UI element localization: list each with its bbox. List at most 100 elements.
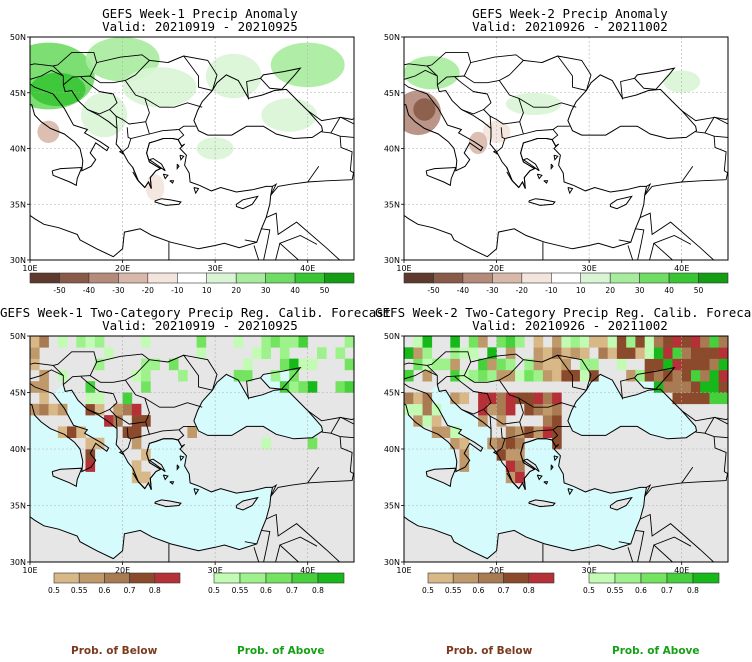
lat-label: 40N (384, 445, 400, 454)
prob-cell (422, 415, 433, 427)
prob-cell (404, 392, 414, 405)
lat-label: 30N (10, 256, 26, 265)
country-border (246, 77, 261, 100)
country-border (461, 109, 484, 115)
azov-coast (633, 366, 676, 390)
prob-cell (233, 336, 244, 348)
anomaly-patch (404, 55, 460, 90)
anomaly-patch (37, 120, 60, 143)
prob-cell (413, 415, 423, 427)
country-border (500, 427, 524, 440)
prob-cell (104, 415, 114, 427)
anomaly-colorbar-right-swatch (521, 272, 552, 284)
prob-cell (431, 358, 442, 371)
country-border (551, 429, 559, 441)
lon-label: 30E (582, 264, 597, 273)
prob-cell (552, 437, 562, 450)
above-colorbar-left-tick-label: 0.5 (208, 586, 220, 595)
coastline (523, 458, 540, 473)
country-border (713, 136, 728, 174)
coastline (492, 150, 498, 155)
prob-cell (524, 392, 534, 405)
prob-cell (505, 392, 516, 405)
below-colorbar-left-tick-label: 0.7 (124, 586, 136, 595)
prob-cell (653, 358, 664, 371)
country-border (695, 131, 728, 138)
prob-cell (579, 347, 590, 359)
coastline (154, 499, 182, 508)
prob-cell (441, 426, 451, 438)
prob-cell (542, 426, 553, 438)
lat-label: 40N (384, 145, 400, 154)
prob-cell (441, 358, 451, 371)
coastline (609, 195, 633, 210)
anomaly-colorbar-left-tick-label: -10 (171, 286, 183, 295)
country-border (541, 354, 592, 391)
above-colorbar-right-swatch (666, 572, 694, 584)
prob-below-left: Prob. of Below (71, 645, 158, 657)
prob-cell (515, 471, 525, 484)
coastline (51, 467, 83, 488)
prob-cell (709, 392, 720, 405)
country-border (713, 436, 728, 475)
country-border (145, 121, 196, 135)
prob-cell (279, 358, 290, 371)
prob-cell (57, 336, 68, 348)
country-border (704, 416, 728, 434)
lon-label: 20E (115, 566, 130, 575)
prob-cell (141, 449, 151, 461)
lat-label: 40N (10, 445, 26, 454)
lon-label: 40E (674, 566, 689, 575)
prob-cell (404, 347, 414, 359)
prob-cell (57, 403, 68, 416)
country-border (52, 52, 98, 67)
prob-cell (616, 358, 627, 371)
prob-cell (570, 369, 581, 382)
anomaly-patch (205, 53, 262, 99)
prob-cell (450, 426, 460, 438)
country-border (126, 427, 150, 440)
prob-cell (307, 358, 318, 371)
prob-cell (30, 336, 40, 348)
prob-cell (478, 369, 488, 382)
lon-label: 20E (489, 264, 504, 273)
coastline (553, 455, 559, 462)
coastline (162, 474, 169, 481)
prob-cell (561, 369, 571, 382)
country-border (518, 397, 577, 408)
prob-cell (104, 347, 114, 359)
coastline (550, 464, 554, 471)
below-colorbar-left-swatch (78, 572, 105, 584)
country-border (307, 166, 320, 183)
coastline (17, 415, 25, 433)
prob-cell (505, 347, 516, 359)
country-border (265, 212, 341, 260)
prob-cell (635, 336, 645, 348)
prob-cell (626, 336, 636, 348)
prob-cell (524, 426, 534, 438)
country-border (275, 243, 281, 260)
mediterranean-sea (30, 384, 273, 559)
anomaly-colorbar-right-tick-label: 30 (635, 286, 645, 295)
anomaly-patch (482, 120, 511, 143)
prob-cell (700, 369, 710, 382)
prob-cell (672, 358, 683, 371)
prob-cell (681, 392, 692, 405)
prob-cell (718, 358, 728, 371)
prob-cell (709, 336, 720, 348)
anomaly-colorbar-left-swatch (177, 272, 208, 284)
prob-cell (413, 347, 423, 359)
below-colorbar-left: 0.5 0.55 0.6 0.7 0.8 (48, 572, 181, 595)
coastline-anatolia (506, 438, 574, 490)
prob-cell (94, 437, 105, 450)
prob-cell (700, 347, 710, 359)
azov-coast (633, 67, 676, 90)
below-colorbar-right-tick-label: 0.8 (523, 586, 535, 595)
prob-cell (561, 358, 571, 371)
azov-coast (259, 67, 302, 90)
coastline (528, 198, 556, 206)
prob-cell (718, 369, 728, 382)
prob-cell (122, 403, 133, 416)
